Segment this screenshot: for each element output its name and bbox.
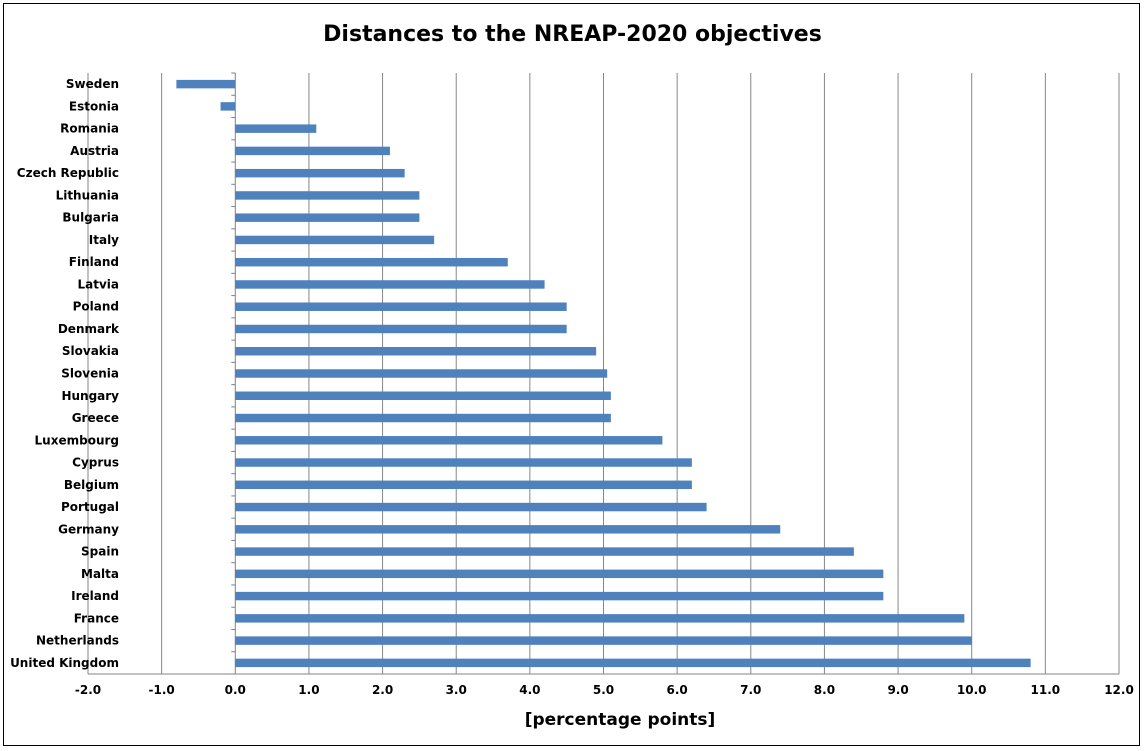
category-label: Belgium [64, 478, 119, 492]
category-label: Portugal [61, 500, 119, 514]
x-tick-label: 10.0 [957, 683, 987, 697]
x-tick-label: 2.0 [372, 683, 393, 697]
bar-sweden [176, 79, 236, 89]
category-label: Hungary [61, 389, 119, 403]
bar-romania [235, 124, 317, 133]
bar-netherlands [235, 636, 972, 645]
bar-estonia [220, 102, 236, 111]
x-tick-label: -1.0 [149, 683, 175, 697]
x-tick-label: 7.0 [740, 683, 761, 697]
x-tick-label: 1.0 [298, 683, 319, 697]
bar-portugal [235, 502, 707, 512]
x-tick-label: 3.0 [446, 683, 467, 697]
bar-lithuania [235, 191, 420, 200]
bar-spain [235, 547, 854, 556]
x-axis-title: [percentage points] [524, 710, 716, 730]
category-label: Italy [89, 233, 119, 247]
bar-italy [235, 235, 435, 245]
bar-bulgaria [235, 213, 420, 222]
category-label: Ireland [71, 589, 119, 603]
bar-austria [235, 146, 390, 156]
bar-france [235, 614, 965, 623]
bar-united-kingdom [235, 658, 1031, 668]
x-tick-label: 0.0 [225, 683, 246, 697]
bar-slovenia [235, 369, 608, 378]
bar-ireland [235, 591, 884, 601]
bar-czech-republic [235, 168, 405, 178]
x-tick-label: 4.0 [519, 683, 540, 697]
category-label: Cyprus [72, 456, 119, 470]
x-tick-label: 9.0 [887, 683, 908, 697]
category-label: Estonia [69, 99, 119, 113]
category-label: France [74, 611, 119, 625]
category-label: Poland [73, 300, 119, 314]
category-label: Bulgaria [62, 211, 119, 225]
category-label: Slovenia [61, 367, 119, 381]
x-tick-label: 8.0 [814, 683, 835, 697]
category-label: Germany [58, 522, 119, 536]
category-label: Czech Republic [17, 166, 119, 180]
bar-cyprus [235, 458, 692, 467]
bar-denmark [235, 324, 567, 334]
bar-hungary [235, 391, 611, 400]
category-label: Malta [81, 567, 119, 581]
x-tick-label: -2.0 [75, 683, 101, 697]
x-tick-label: 5.0 [593, 683, 614, 697]
category-label: Lithuania [56, 188, 119, 202]
category-label: Spain [81, 545, 119, 559]
bar-latvia [235, 280, 545, 289]
bar-malta [235, 569, 884, 579]
x-tick-label: 6.0 [667, 683, 688, 697]
category-label: Latvia [77, 277, 119, 291]
bar-luxembourg [235, 436, 663, 445]
category-label: Finland [69, 255, 119, 269]
bar-germany [235, 525, 781, 534]
bar-slovakia [235, 347, 597, 356]
chart-title: Distances to the NREAP-2020 objectives [323, 22, 822, 47]
category-label: Netherlands [36, 634, 119, 648]
bar-poland [235, 302, 567, 311]
x-tick-label: 11.0 [1031, 683, 1061, 697]
category-label: Denmark [58, 322, 120, 336]
category-label: United Kingdom [10, 656, 119, 670]
bar-belgium [235, 480, 692, 490]
category-label: Austria [70, 144, 119, 158]
bar-finland [235, 257, 508, 267]
category-label: Slovakia [62, 344, 119, 358]
category-label: Romania [60, 122, 119, 136]
bar-greece [235, 413, 611, 423]
x-tick-label: 12.0 [1104, 683, 1134, 697]
category-label: Sweden [66, 77, 119, 91]
category-label: Luxembourg [35, 433, 119, 447]
category-label: Greece [72, 411, 119, 425]
